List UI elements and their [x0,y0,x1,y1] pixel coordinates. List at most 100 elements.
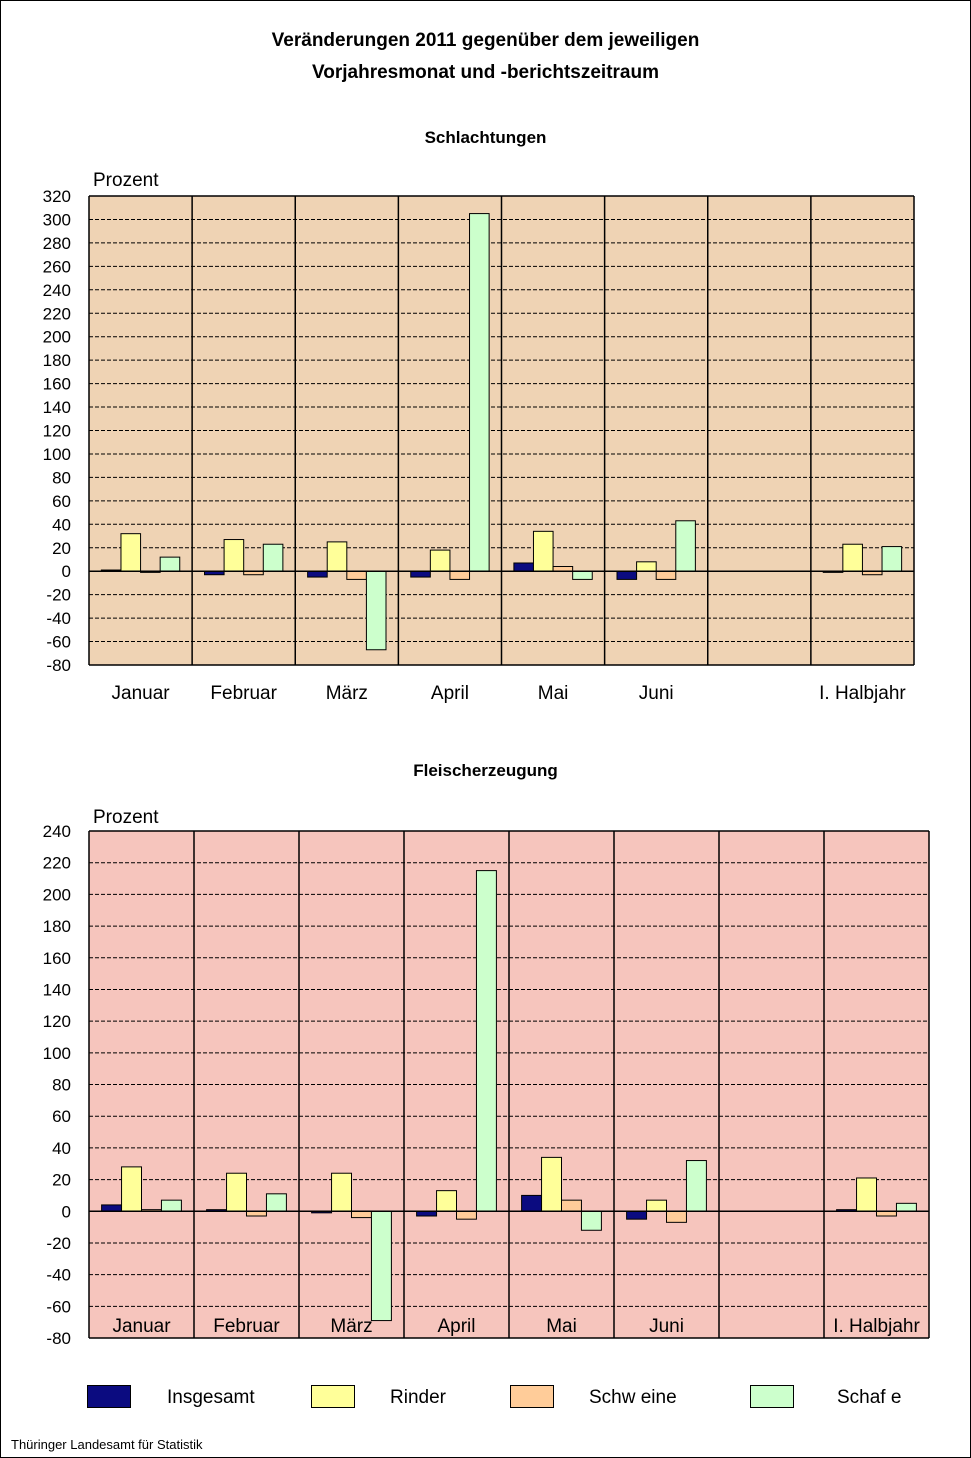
y-tick-label: -60 [46,1297,71,1316]
category-label: Juni [639,683,674,704]
bar-schafe [159,556,181,572]
y-tick-label: 140 [43,980,71,999]
y-axis-label: Prozent [93,807,159,828]
y-tick-label: 0 [62,1202,71,1221]
bar-insgesamt [513,562,534,572]
main-title-line2: Vorjahresmonat und -berichtszeitraum [312,62,659,83]
y-tick-label: 0 [62,562,71,581]
category-label: Januar [112,1316,171,1337]
category-label: Januar [112,683,171,704]
bar-rinder [541,1156,562,1212]
bar-schafe [265,1193,287,1212]
category-label: I. Halbjahr [833,1316,920,1337]
bar-schafe [685,1160,707,1212]
y-tick-label: 100 [43,445,71,464]
bar-insgesamt [616,570,638,580]
y-tick-label: -80 [46,1329,71,1348]
y-tick-label: 100 [43,1044,71,1063]
bar-schafe [475,870,497,1212]
category-label: Februar [213,1316,280,1337]
category-label: I. Halbjahr [819,683,906,704]
bar-rinder [532,530,554,572]
bar-rinder [646,1199,667,1212]
bar-rinder [120,533,142,572]
y-tick-label: -80 [46,656,71,675]
bar-schafe [881,546,903,572]
category-label: März [326,683,368,704]
y-tick-label: 140 [43,398,71,417]
category-label: Mai [546,1316,577,1337]
bar-schweine [449,570,471,580]
bar-rinder [636,561,657,572]
bar-insgesamt [626,1210,648,1220]
bar-schweine [561,1199,582,1212]
y-tick-label: 240 [43,822,71,841]
bar-rinder [121,1166,143,1212]
source-note: Thüringer Landesamt für Statistik [11,1437,203,1452]
category-label: Juni [649,1316,684,1337]
bar-schafe [572,570,593,580]
y-tick-label: -40 [46,1266,71,1285]
y-tick-label: 160 [43,949,71,968]
bar-rinder [331,1172,352,1212]
y-tick-label: 120 [43,422,71,441]
y-tick-label: -20 [46,1234,71,1253]
chart-title-fleischerzeugung: Fleischerzeugung [413,761,558,780]
y-tick-label: -40 [46,609,71,628]
y-tick-label: 220 [43,854,71,873]
bar-schafe [160,1199,182,1212]
y-tick-label: 20 [52,539,71,558]
bar-schafe [370,1210,392,1322]
bar-rinder [223,539,245,572]
bar-rinder [226,1172,248,1212]
bar-schweine [351,1210,372,1219]
y-tick-label: 20 [52,1171,71,1190]
legend-label: Rinder [390,1387,446,1408]
bar-insgesamt [410,570,431,578]
category-label: Februar [210,683,277,704]
legend-label: Schaf e [837,1387,902,1408]
bar-rinder [436,1190,457,1212]
y-tick-label: 180 [43,351,71,370]
legend-swatch [87,1385,131,1408]
bar-schafe [895,1202,917,1212]
y-tick-label: 200 [43,328,71,347]
chart-fleischerzeugung: -80 -60 -40 -20 0 20 40 60 80 100 120 140 160 180 200 2… [43,807,930,1348]
legend: Insgesamt Rinder Schw eine Schaf e [1,1381,970,1417]
legend-swatch [750,1385,794,1408]
bar-schweine [456,1210,477,1220]
y-tick-label: 40 [52,515,71,534]
y-tick-label: 220 [43,304,71,323]
y-tick-label: 260 [43,257,71,276]
bar-schweine [666,1210,687,1223]
y-tick-label: 120 [43,1012,71,1031]
y-tick-label: -60 [46,633,71,652]
bar-schafe [675,520,696,572]
bar-insgesamt [101,1204,123,1212]
category-label: Mai [538,683,569,704]
y-tick-label: 280 [43,234,71,253]
bar-schafe [469,213,490,572]
bar-rinder [842,543,863,572]
y-tick-label: 80 [52,1076,71,1095]
category-label: April [431,683,469,704]
legend-label: Insgesamt [167,1387,255,1408]
y-tick-label: 160 [43,375,71,394]
y-tick-label: 60 [52,492,71,511]
y-tick-label: 60 [52,1107,71,1126]
y-tick-label: 300 [43,210,71,229]
y-tick-label: 320 [43,187,71,206]
category-label: April [437,1316,475,1337]
bar-schweine [655,570,677,580]
main-title-line1: Veränderungen 2011 gegenüber dem jeweili… [271,30,700,51]
y-tick-label: 40 [52,1139,71,1158]
bar-schafe [262,543,284,572]
bar-insgesamt [521,1194,543,1212]
bar-schafe [580,1210,602,1231]
y-tick-label: 200 [43,885,71,904]
bar-schafe [365,570,387,651]
y-axis-label: Prozent [93,170,159,191]
chart-schlachtungen: -80 -60 -40 -20 0 20 40 60 80 100 120 140 160 180 200 2… [43,170,915,704]
legend-swatch [311,1385,355,1408]
